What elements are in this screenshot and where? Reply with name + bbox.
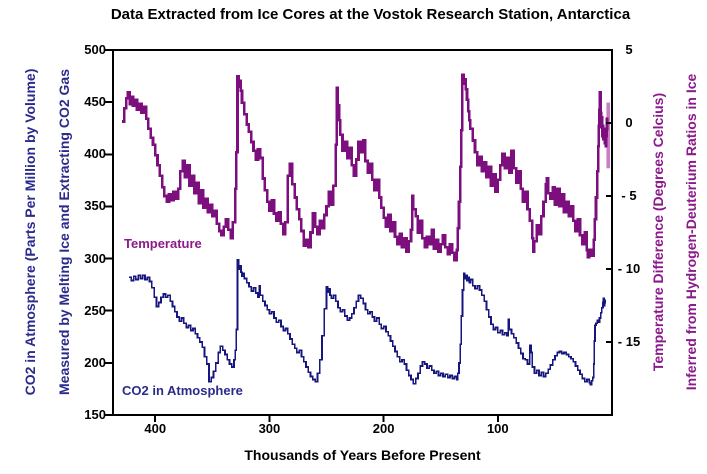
temperature-series-label: Temperature [124, 236, 202, 251]
chart-title: Data Extracted from Ice Cores at the Vos… [110, 6, 631, 23]
left-axis-title-line2: Measured by Melting Ice and Extracting C… [56, 69, 72, 395]
co2-line [129, 258, 606, 386]
co2-series-label: CO2 in Atmosphere [122, 383, 243, 398]
left-axis-tick-label: 400 [84, 146, 106, 162]
left-axis-tick-label: 350 [84, 198, 106, 214]
right-axis-tick-label: 5 [625, 42, 633, 57]
x-axis-tick-label: 300 [258, 421, 281, 436]
x-axis-label: Thousands of Years Before Present [244, 447, 481, 463]
right-axis-tick-label: - 5 [621, 188, 637, 203]
right-axis-title-line1: Temperature Difference (Degrees Celcius) [650, 92, 666, 372]
right-axis-tick-label: - 15 [617, 334, 641, 349]
x-axis-tick-label: 100 [486, 421, 509, 436]
left-axis-tick-label: 300 [84, 250, 106, 266]
left-axis-tick-label: 450 [84, 94, 106, 110]
right-axis-title-line2: Inferred from Hydrogen-Deuterium Ratios … [683, 73, 699, 391]
left-axis-tick-label: 500 [84, 42, 106, 57]
right-axis-tick-label: 0 [625, 115, 633, 130]
axis-box [112, 49, 613, 416]
x-axis-tick-label: 400 [144, 421, 167, 436]
left-axis-tick-label: 250 [84, 302, 106, 318]
left-axis-title-line1: CO2 in Atmosphere (Parts Per Million by … [22, 68, 38, 396]
left-axis-tick-label: 200 [84, 354, 106, 370]
temperature-line [122, 73, 609, 262]
left-axis-tick-label: 150 [84, 407, 106, 422]
right-axis-tick-label: - 10 [617, 261, 641, 276]
x-axis-tick-label: 200 [372, 421, 395, 436]
